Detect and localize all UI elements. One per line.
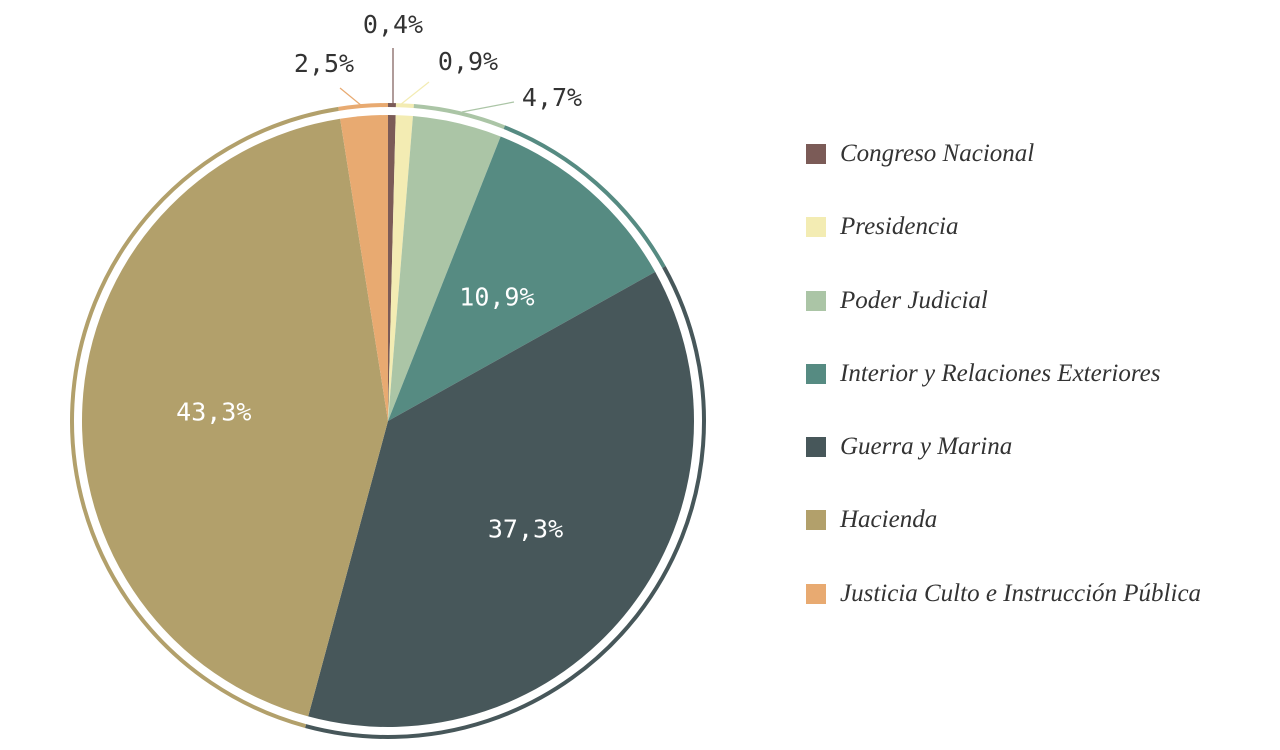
- slice-label-congreso-nacional: 0,4%: [363, 10, 423, 39]
- slice-label-interior-y-relaciones-exteriores: 10,9%: [459, 283, 534, 312]
- legend-label: Presidencia: [840, 213, 959, 241]
- legend-swatch: [806, 510, 826, 531]
- pie-slice-interior-y-relaciones-exteriores: [388, 136, 656, 422]
- pie-slice-guerra-y-marina: [308, 271, 695, 728]
- legend-item-congreso-nacional: Congreso Nacional: [806, 136, 1201, 172]
- legend-label: Justicia Culto e Instrucción Pública: [840, 579, 1202, 607]
- legend-item-presidencia: Presidencia: [806, 209, 1201, 245]
- legend-swatch: [806, 437, 826, 458]
- legend-swatch: [806, 363, 826, 384]
- pie-slices: [81, 115, 695, 728]
- pie-outer-ring: [70, 103, 706, 739]
- legend-item-guerra-y-marina: Guerra y Marina: [806, 429, 1201, 465]
- chart-legend: Congreso Nacional Presidencia Poder Judici…: [806, 136, 1201, 649]
- slice-label-presidencia: 0,9%: [438, 47, 498, 76]
- legend-item-justicia-culto-e-instruccion-publica: Justicia Culto e Instrucción Pública: [806, 576, 1201, 612]
- legend-swatch: [806, 144, 826, 164]
- ring-arc-interior-y-relaciones-exteriores: [503, 125, 666, 269]
- ring-arc-justicia-culto-e-instruccion-publica: [338, 103, 389, 111]
- ring-arc-poder-judicial: [413, 104, 506, 130]
- ring-arc-presidencia: [395, 103, 414, 109]
- legend-swatch: [806, 290, 826, 311]
- pie-slice-poder-judicial: [388, 116, 501, 422]
- pie-slice-justicia-culto-e-instruccion-publica: [340, 115, 388, 421]
- legend-label: Hacienda: [840, 506, 938, 534]
- pie-slice-presidencia: [388, 115, 413, 421]
- legend-label: Guerra y Marina: [840, 433, 1013, 461]
- legend-item-poder-judicial: Poder Judicial: [806, 283, 1201, 319]
- slice-label-justicia-culto-e-instruccion-publica: 2,5%: [294, 49, 354, 78]
- leader-line-poder-judicial: [461, 101, 515, 113]
- legend-item-hacienda: Hacienda: [806, 502, 1201, 538]
- ring-arc-hacienda: [70, 106, 339, 728]
- legend-swatch: [806, 583, 826, 604]
- legend-swatch: [806, 217, 826, 238]
- slice-label-poder-judicial: 4,7%: [522, 83, 582, 112]
- legend-item-interior-y-relaciones-exteriores: Interior y Relaciones Exteriores: [806, 356, 1201, 392]
- pie-labels: 0,4% 0,9% 4,7% 10,9% 37,3% 43,3% 2,5%: [176, 10, 582, 543]
- legend-label: Congreso Nacional: [840, 140, 1035, 167]
- pie-slice-congreso-nacional: [388, 115, 396, 421]
- legend-label: Poder Judicial: [840, 286, 988, 314]
- ring-arc-guerra-y-marina: [305, 266, 706, 739]
- slice-label-hacienda: 43,3%: [176, 398, 251, 427]
- pie-slice-hacienda: [81, 118, 388, 717]
- slice-label-guerra-y-marina: 37,3%: [488, 514, 563, 543]
- leader-line-justicia-culto-e-instruccion-publica: [339, 87, 363, 107]
- legend-label: Interior y Relaciones Exteriores: [840, 359, 1161, 387]
- leader-line-presidencia: [399, 81, 430, 106]
